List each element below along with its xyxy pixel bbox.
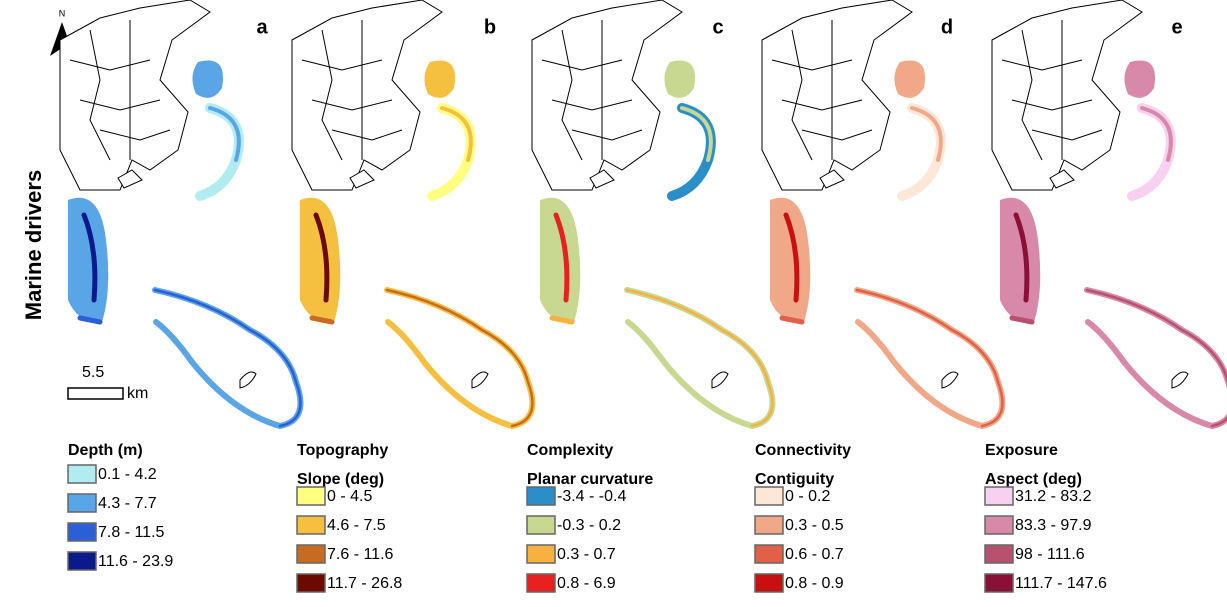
legend-swatch [755,487,783,505]
land [240,372,256,388]
legend-label: 83.3 - 97.9 [1015,517,1092,534]
legend-label: 0.3 - 0.7 [557,546,616,563]
legend-label: -3.4 - -0.4 [557,488,626,505]
legend-label: 111.7 - 147.6 [1015,575,1107,592]
panel-letter: b [484,16,496,38]
map [762,0,1002,426]
legend-swatch [527,545,555,563]
figure: Marine drivers N 5.5 km a Depth (m) 0.1 - … [0,0,1227,602]
reef [300,198,340,322]
reef [1087,290,1227,426]
legend-label: 0 - 0.2 [785,488,830,505]
legend-title: Planar curvature [527,471,653,488]
legend-swatch [527,574,555,592]
reef [664,60,695,97]
legend-title: Connectivity [755,442,851,459]
scale-value: 5.5 [82,364,104,381]
legend-label: 7.6 - 11.6 [327,546,394,563]
legend-swatch [985,545,1013,563]
legend-swatch [527,487,555,505]
legend-swatch [297,487,325,505]
legend-swatch [527,516,555,534]
legend-label: 11.7 - 26.8 [327,575,402,592]
map [532,0,772,426]
reef [894,60,925,97]
panel-letter: e [1171,16,1182,38]
legend-label: 11.6 - 23.9 [98,553,173,570]
legend-swatch [68,465,96,483]
legend-label: 0.3 - 0.5 [785,517,844,534]
land [60,0,210,190]
reef [857,290,1002,426]
scale-rect [68,388,123,399]
legend-label: 4.3 - 7.7 [98,495,157,512]
legend-label: 4.6 - 7.5 [327,517,386,534]
legend-swatch [985,487,1013,505]
reef [857,290,1002,426]
map [60,0,300,426]
legend-label: 31.2 - 83.2 [1015,488,1092,505]
legend-swatch [297,516,325,534]
legend-swatch [68,523,96,541]
land [942,372,958,388]
land [712,372,728,388]
scale-bar: 5.5 km [68,364,148,402]
reef [627,290,772,426]
legend-swatch [755,516,783,534]
map [992,0,1227,426]
reef [192,60,223,97]
map [292,0,532,426]
legend-label: 98 - 111.6 [1015,546,1085,563]
land [472,372,488,388]
reef [387,290,532,426]
panel-letter: d [941,16,953,38]
reef [155,290,300,426]
legend-swatch [755,574,783,592]
reef [424,60,455,97]
legend-swatch [68,494,96,512]
legend-title: Topography [297,442,388,459]
legend-label: 7.8 - 11.5 [98,524,165,541]
reef [387,290,532,426]
reef [155,290,300,426]
side-label: Marine drivers [21,170,46,320]
land [532,0,682,190]
legend-swatch [297,545,325,563]
reef [770,198,810,322]
legend-label: -0.3 - 0.2 [557,517,621,534]
legend-title: Complexity [527,442,613,459]
north-label: N [59,8,66,18]
legend-title: Exposure [985,442,1058,459]
panel-letter: a [256,16,268,38]
reef [68,198,108,322]
legend-label: 0.1 - 4.2 [98,466,157,483]
reef [627,290,772,426]
legend-label: 0.8 - 6.9 [557,575,616,592]
legend-label: 0.8 - 0.9 [785,575,844,592]
land [292,0,442,190]
legend-swatch [68,552,96,570]
legend-swatch [297,574,325,592]
legend-label: 0.6 - 0.7 [785,546,844,563]
reef [1000,198,1040,322]
land [1172,372,1188,388]
legend-title: Slope (deg) [297,471,384,488]
scale-unit: km [127,385,148,402]
land [762,0,912,190]
legend-title: Aspect (deg) [985,471,1082,488]
legend-title: Depth (m) [68,442,143,459]
panel-letter: c [712,16,723,38]
legend-title: Contiguity [755,471,834,488]
reef [1124,60,1155,97]
legend-swatch [755,545,783,563]
legend-swatch [985,574,1013,592]
reef [1087,290,1227,426]
land [992,0,1142,190]
reef [540,198,580,322]
legend-swatch [985,516,1013,534]
legend-label: 0 - 4.5 [327,488,372,505]
